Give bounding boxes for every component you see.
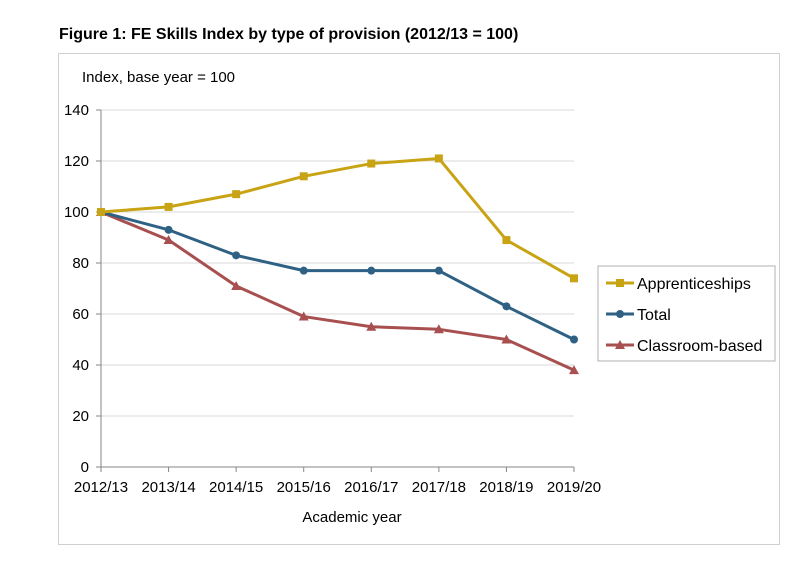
series-total: [97, 208, 578, 344]
data-point-apprenticeships: [299, 172, 308, 181]
y-tick-label: 100: [64, 204, 89, 221]
data-point-classroom-based: [298, 311, 309, 321]
data-point-classroom-based: [501, 334, 512, 344]
legend-item-total: Total: [606, 307, 671, 324]
data-point-total: [570, 335, 578, 344]
y-tick-label: 0: [81, 459, 89, 476]
series-line-classroom-based: [100, 210, 575, 372]
y-tick-label: 60: [72, 306, 89, 323]
x-tick-label: 2014/15: [209, 479, 263, 496]
data-point-total: [434, 266, 443, 275]
series-line-total: [100, 210, 575, 341]
legend-label: Apprenticeships: [637, 276, 751, 293]
y-axis-label: Index, base year = 100: [82, 69, 235, 86]
x-tick-label: 2018/19: [479, 479, 533, 496]
y-tick-label: 40: [72, 357, 89, 374]
series-classroom-based: [96, 207, 579, 375]
series: [96, 154, 579, 375]
data-point-total: [232, 251, 241, 260]
data-point-total: [299, 266, 308, 275]
legend-swatch-marker: [616, 279, 624, 287]
x-tick-label: 2016/17: [344, 479, 398, 496]
data-point-total: [164, 225, 173, 234]
series-apprenticeships: [97, 154, 578, 283]
x-tick-label: 2013/14: [141, 479, 195, 496]
y-tick-label: 120: [64, 153, 89, 170]
data-point-apprenticeships: [434, 154, 443, 163]
y-tick-label: 140: [64, 102, 89, 119]
legend-item-apprenticeships: Apprenticeships: [606, 276, 751, 293]
legend-label: Classroom-based: [637, 338, 762, 355]
data-point-classroom-based: [231, 280, 242, 290]
series-line-apprenticeships: [100, 156, 575, 280]
legend-item-classroom-based: Classroom-based: [606, 338, 762, 355]
legend-label: Total: [637, 307, 671, 324]
data-point-apprenticeships: [232, 190, 241, 199]
x-axis-label: Academic year: [302, 509, 401, 526]
data-point-apprenticeships: [164, 202, 173, 211]
gridlines: [101, 109, 574, 417]
x-tick-label: 2017/18: [412, 479, 466, 496]
data-point-classroom-based: [366, 321, 377, 331]
data-point-apprenticeships: [570, 274, 578, 283]
x-tick-label: 2012/13: [74, 479, 128, 496]
data-point-total: [502, 302, 511, 311]
data-point-apprenticeships: [367, 159, 376, 168]
data-point-classroom-based: [433, 324, 444, 334]
data-point-classroom-based: [569, 365, 579, 375]
x-tick-label: 2015/16: [277, 479, 331, 496]
chart-frame: [58, 53, 780, 545]
y-tick-label: 20: [72, 408, 89, 425]
x-tick-label: 2019/20: [547, 479, 601, 496]
data-point-apprenticeships: [97, 208, 105, 216]
legend: Apprenticeships Total Classroom-based: [597, 265, 776, 362]
data-point-total: [367, 266, 376, 275]
legend-swatch-marker: [615, 340, 625, 349]
axes: 0 20 40 60 80 100 120 140 2012/13 2013/14 2014/15 2…: [64, 102, 601, 496]
figure-title: Figure 1: FE Skills Index by type of pro…: [59, 26, 519, 43]
data-point-apprenticeships: [502, 236, 511, 245]
legend-swatch-marker: [616, 310, 624, 318]
data-point-classroom-based: [163, 235, 174, 245]
y-tick-label: 80: [72, 255, 89, 272]
